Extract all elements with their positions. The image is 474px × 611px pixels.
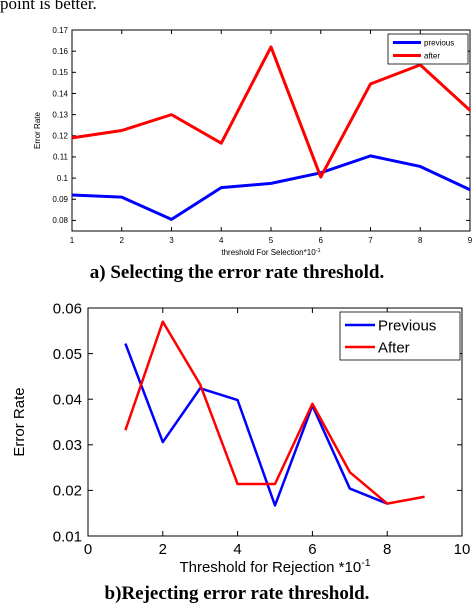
x-tick-label: 6: [308, 541, 316, 558]
series-line-after: [71, 45, 472, 179]
x-tick-label: 2: [120, 236, 125, 245]
y-tick-label: 0.06: [53, 300, 82, 317]
y-tick-label: 0.17: [52, 26, 68, 35]
series-line-after: [124, 320, 425, 505]
caption-a: a) Selecting the error rate threshold.: [89, 262, 385, 283]
legend-label-previous: previous: [424, 38, 454, 47]
chart-a: 1 2 3 4 5 6 7 8 9 0.08 0.09 0.1 0.11 0.12 0.13 0.14 0.15…: [33, 26, 473, 257]
x-tick-label: 3: [169, 236, 174, 245]
legend-label-after: After: [378, 339, 410, 356]
x-tick-label: 2: [159, 541, 167, 558]
x-tick-label: 6: [319, 236, 324, 245]
y-tick-label: 0.09: [52, 195, 68, 204]
y-tick-label: 0.03: [53, 437, 82, 454]
x-tick-label: 4: [233, 541, 241, 558]
y-tick-label: 0.1: [57, 174, 69, 183]
y-tick-label: 0.16: [52, 47, 68, 56]
x-tick-label: 4: [219, 236, 224, 245]
y-tick-label: 0.02: [53, 483, 82, 500]
top-text: point is better.: [0, 0, 97, 13]
y-tick-label: 0.05: [53, 346, 82, 363]
y-tick-label: 0.15: [52, 68, 68, 77]
y-tick-label: 0.13: [52, 110, 68, 119]
y-tick-label: 0.14: [52, 89, 68, 98]
x-tick-label: 7: [368, 236, 373, 245]
x-tick-label: 5: [269, 236, 274, 245]
x-tick-label: 10: [454, 541, 471, 558]
legend-box: [339, 311, 461, 361]
legend-label-previous: Previous: [378, 317, 436, 334]
x-tick-label: 9: [468, 236, 473, 245]
y-tick-label: 0.12: [52, 132, 68, 141]
y-tick-label: 0.04: [53, 391, 82, 408]
series-line-previous: [124, 343, 388, 507]
legend-box: [387, 33, 469, 65]
y-tick-label: 0.08: [52, 216, 68, 225]
x-tick-label: 8: [418, 236, 423, 245]
y-tick-label: 0.01: [53, 528, 82, 545]
x-tick-label: 8: [383, 541, 391, 558]
x-tick-label: 1: [70, 236, 75, 245]
x-axis-label: threshold For Selection*10-1: [221, 248, 320, 257]
y-axis-label: Error Rate: [11, 387, 28, 456]
series-line-previous: [71, 154, 471, 221]
legend-label-after: after: [424, 51, 440, 60]
caption-b: b)Rejecting error rate threshold.: [104, 583, 370, 604]
x-axis-label: Threshold for Rejection *10-1: [179, 557, 370, 576]
chart-b: 0 2 4 6 8 10 0.01 0.02 0.03 0.04 0.05 0.06 Threshold…: [11, 300, 471, 576]
y-axis-label: Error Rate: [33, 112, 42, 149]
y-tick-label: 0.11: [53, 153, 69, 162]
x-tick-label: 0: [84, 541, 92, 558]
